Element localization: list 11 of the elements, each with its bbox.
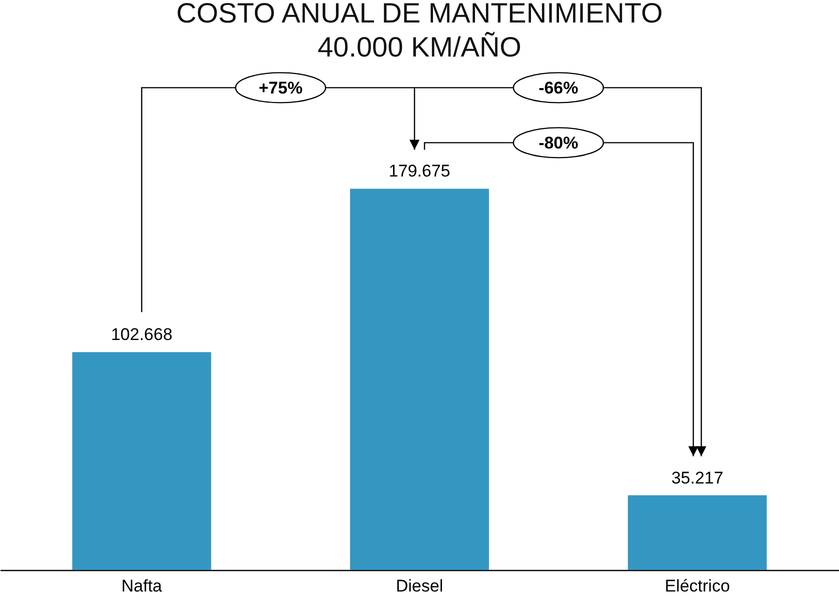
chart-title: COSTO ANUAL DE MANTENIMIENTO <box>176 0 663 29</box>
data-label: 35.217 <box>671 468 724 488</box>
chart-subtitle: 40.000 KM/AÑO <box>318 32 522 63</box>
text: -66% <box>538 78 578 98</box>
x-tick-label: Eléctrico <box>664 576 730 596</box>
data-label: 102.668 <box>110 325 172 344</box>
text: +75% <box>258 78 303 98</box>
x-tick-label: Diesel <box>396 576 444 596</box>
x-tick-label: Nafta <box>121 576 163 596</box>
data-label: 179.675 <box>388 162 450 181</box>
text: -80% <box>538 134 578 153</box>
